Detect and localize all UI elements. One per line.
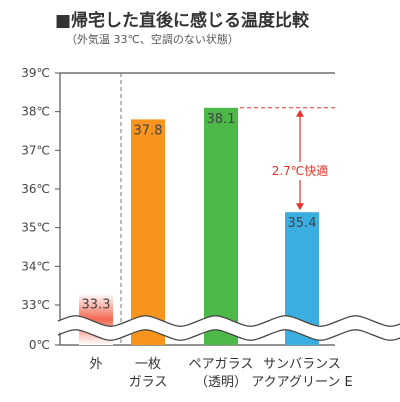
category-label: サンバランス [263, 357, 341, 372]
comparison-annotation: 2.7℃快適 [272, 163, 329, 178]
chart-subtitle: （外気温 33℃、空調のない状態） [66, 33, 239, 46]
bar-value-label: 37.8 [134, 123, 163, 138]
category-label: アクアグリーン E [251, 375, 352, 390]
annotation-bg [266, 162, 336, 180]
y-tick-label: 34℃ [21, 259, 50, 273]
y-tick-label: 36℃ [21, 182, 50, 196]
bar-value-label: 33.3 [82, 297, 111, 312]
y-tick-label: 33℃ [21, 298, 50, 312]
axis-break-line-top [57, 315, 400, 327]
bar-value-label: 38.1 [207, 112, 236, 127]
y-tick-label: 37℃ [21, 143, 50, 157]
bars [79, 107, 319, 346]
axis-break-line-bottom [57, 329, 400, 341]
arrow-head-up [296, 109, 304, 117]
bar [131, 119, 165, 346]
category-label: 一枚 [135, 357, 161, 372]
y-tick-label: 35℃ [21, 221, 50, 235]
chart-title: ■帰宅した直後に感じる温度比較 [55, 11, 310, 31]
axis-break-band [55, 315, 400, 341]
bar [204, 107, 238, 345]
category-label: （透明） [195, 375, 247, 390]
bar-value-label: 35.4 [288, 216, 317, 231]
y-tick-label: 0℃ [29, 338, 50, 352]
category-label: 外 [89, 357, 102, 372]
y-tick-label: 39℃ [21, 66, 50, 80]
y-tick-label: 38℃ [21, 105, 50, 119]
arrow-head-down [296, 203, 304, 211]
category-label: ペアガラス [189, 357, 254, 372]
category-label: ガラス [129, 375, 168, 390]
